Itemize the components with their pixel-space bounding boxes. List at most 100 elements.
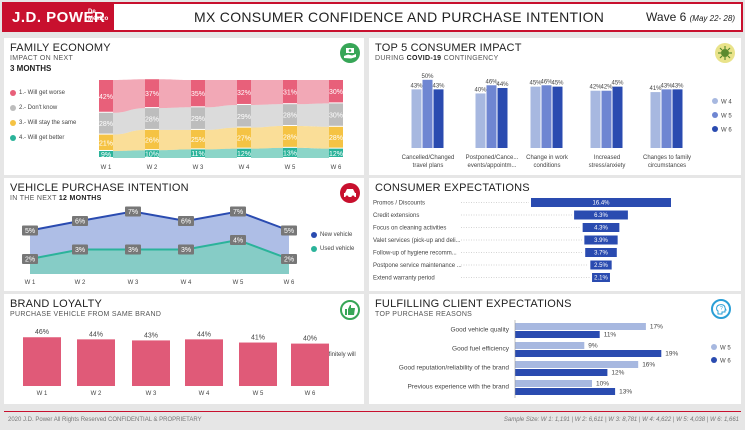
family-segment: [237, 127, 251, 148]
family-x-tick: W 5: [285, 165, 296, 171]
family-value-label: 28%: [99, 121, 113, 128]
family-flow-0-0: [113, 150, 145, 158]
fulfill-value-label: 12%: [611, 370, 624, 377]
vehicle-x-tick: W 1: [25, 280, 36, 286]
family-value-label: 31%: [283, 90, 297, 97]
fulfill-value-label: 9%: [588, 343, 598, 350]
top5-bar: [411, 89, 422, 148]
top5-bar: [650, 92, 661, 148]
fulfill-category-label: Good fuel efficiency: [452, 346, 510, 353]
vehicle-title: VEHICLE PURCHASE INTENTION: [10, 182, 189, 194]
fulfill-bar: [515, 361, 639, 368]
wave-label: Wave 6 (May 22- 28): [646, 10, 735, 24]
fulfill-subtitle: TOP PURCHASE REASONS: [375, 311, 473, 318]
expect-value-label: 6.3%: [594, 213, 608, 219]
family-segment: [99, 80, 113, 112]
top5-value-label: 41%: [649, 86, 662, 92]
fulfill-legend-dot: [711, 344, 717, 350]
top5-value-label: 43%: [660, 83, 673, 89]
family-x-tick: W 2: [147, 165, 158, 171]
top5-title: TOP 5 CONSUMER IMPACT: [375, 42, 522, 54]
family-economy-chart: 9% 10% 11% 12% 13% 12% 21% 26% 25% 27% 28% 28% 28% 28…: [99, 79, 343, 171]
fulfill-bar: [515, 342, 585, 349]
top5-bar: [486, 85, 497, 148]
top5-value-label: 43%: [671, 83, 684, 89]
top5-legend-label: W 5: [721, 114, 732, 120]
expect-category-label: Follow-up of hygiene recomm...: [373, 251, 457, 257]
top5-bar: [541, 85, 552, 148]
expect-category-label: Extend warranty period: [373, 276, 435, 282]
vehicle-value-label: 4%: [233, 238, 243, 245]
wave-dates: (May 22- 28): [689, 14, 735, 23]
family-value-label: 10%: [145, 152, 159, 159]
expect-value-label: 4.3%: [594, 226, 608, 232]
fulfill-value-label: 19%: [665, 351, 678, 358]
fulfill-bar: [515, 388, 616, 395]
svg-text:?: ?: [720, 306, 723, 312]
family-flow-3-1: [159, 79, 191, 109]
head-question-icon: ?: [711, 299, 731, 319]
family-segment: [99, 150, 113, 157]
loyalty-x-tick: W 1: [37, 391, 48, 397]
family-x-tick: W 3: [193, 165, 204, 171]
vehicle-label-box: [178, 216, 194, 226]
family-flow-1-4: [297, 126, 329, 149]
top5-legend-dot: [712, 126, 718, 132]
vehicle-value-label: 3%: [128, 247, 138, 254]
loyalty-value-label: 44%: [89, 331, 103, 338]
family-flow-2-3: [251, 104, 283, 128]
family-segment: [191, 149, 205, 157]
vehicle-value-label: 2%: [284, 257, 294, 264]
top5-x-tick: Changes to family: [643, 155, 691, 161]
expect-category-label: Valet services (pick-up and deli...: [373, 238, 461, 244]
loyalty-value-label: 43%: [144, 332, 158, 339]
family-segment: [283, 126, 297, 147]
fulfill-legend-label: W 5: [720, 346, 731, 352]
family-segment: [145, 79, 159, 108]
vehicle-x-tick: W 5: [233, 280, 244, 286]
expect-value-label: 16.4%: [592, 201, 610, 207]
top5-bar: [422, 79, 433, 148]
top5-x-tick: events/appointm...: [467, 163, 516, 169]
top5-bar: [672, 89, 683, 148]
family-flow-0-3: [251, 147, 283, 158]
family-title: FAMILY ECONOMY: [10, 42, 111, 54]
vehicle-label-box: [281, 225, 297, 236]
fulfill-bar: [515, 323, 646, 330]
brand-logo: J.D. POWER De México: [4, 4, 114, 30]
family-value-label: 29%: [191, 116, 205, 123]
footer-sample-size: Sample Size: W 1: 1,191 | W 2: 6,611 | W…: [503, 417, 739, 423]
family-value-label: 9%: [101, 152, 111, 159]
expect-bar: [574, 210, 628, 220]
money-hand-icon: [340, 43, 360, 63]
top5-x-tick: stress/anxiety: [589, 163, 626, 169]
family-segment: [329, 148, 343, 157]
family-segment: [283, 80, 297, 104]
family-value-label: 13%: [283, 150, 297, 157]
fulfill-value-label: 13%: [619, 389, 632, 396]
top5-x-tick: circumstances: [648, 163, 686, 169]
family-flow-1-2: [205, 127, 237, 150]
family-value-label: 29%: [237, 114, 251, 121]
family-value-label: 21%: [99, 140, 113, 147]
fulfill-bar: [515, 331, 600, 338]
top5-bar: [497, 88, 508, 148]
fulfill-legend-dot: [711, 357, 717, 363]
vehicle-label-box: [22, 254, 38, 264]
vehicle-value-label: 6%: [75, 219, 85, 226]
loyalty-bar: [239, 342, 277, 386]
fulfill-legend-label: W 6: [720, 359, 731, 365]
top5-subtitle: DURING COVID-19 CONTINGENCY: [375, 55, 499, 62]
vehicle-label-box: [72, 244, 88, 255]
legend-worse: 1.- Will get worse: [10, 90, 65, 96]
logo-subtext: De México: [88, 9, 109, 22]
vehicle-x-tick: W 4: [181, 280, 192, 286]
legend-dont-know: 2.- Don't know: [10, 105, 57, 111]
expect-category-label: Postpone service maintenance ...: [373, 263, 462, 269]
brand-loyalty-panel: BRAND LOYALTY PURCHASE VEHICLE FROM SAME…: [4, 294, 364, 404]
loyalty-x-tick: W 3: [146, 391, 157, 397]
family-value-label: 27%: [237, 136, 251, 143]
vehicle-subtitle: IN THE NEXT 12 MONTHS: [10, 195, 102, 202]
loyalty-bar: [291, 343, 329, 386]
family-segment: [329, 80, 343, 103]
